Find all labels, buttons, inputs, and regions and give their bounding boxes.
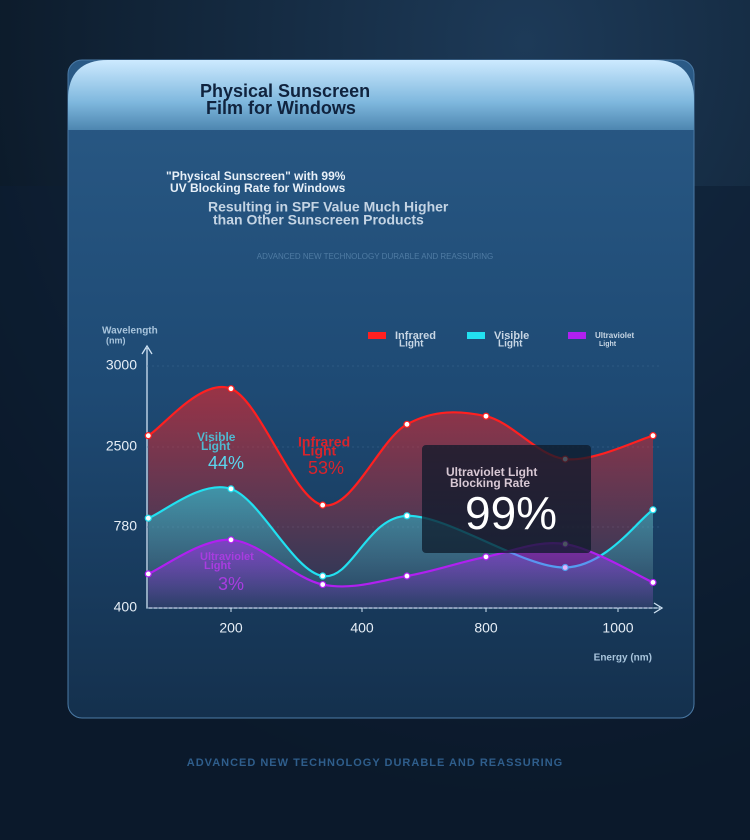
point — [482, 412, 490, 420]
callout-box — [422, 445, 591, 553]
point — [319, 572, 327, 580]
card — [67, 59, 695, 719]
legend-label: Light — [498, 339, 523, 350]
point — [227, 536, 235, 544]
annotation-label: Ultraviolet — [200, 551, 254, 563]
point — [227, 385, 235, 393]
point — [403, 572, 411, 580]
annotation-value: 44% — [208, 453, 244, 473]
callout-value: 99% — [465, 487, 557, 539]
legend-label: Ultraviolet — [595, 331, 634, 340]
y-tick-label: 780 — [114, 518, 138, 534]
callout-label: Blocking Rate — [450, 476, 530, 490]
y-axis-label: Wavelength — [102, 326, 158, 337]
annotation-label: Light — [201, 439, 230, 453]
x-tick-label: 200 — [219, 620, 243, 636]
point — [144, 570, 152, 578]
x-tick-label: 800 — [474, 620, 498, 636]
legend-swatch — [368, 332, 386, 339]
legend-label: Light — [599, 341, 617, 348]
legend-label: Infrared — [395, 330, 436, 342]
area — [148, 539, 654, 608]
point — [649, 506, 657, 514]
point — [144, 514, 152, 522]
point — [649, 432, 657, 440]
legend-label: Visible — [494, 330, 529, 342]
point — [482, 553, 490, 561]
point — [227, 485, 235, 493]
y-tick-label: 2500 — [106, 438, 137, 454]
card-header — [68, 60, 694, 130]
point — [649, 578, 657, 587]
annotation-label: Light — [204, 560, 231, 572]
x-tick-label: 1000 — [602, 620, 633, 636]
x-tick-label: 400 — [350, 620, 374, 636]
point — [403, 512, 411, 520]
intro-line: "Physical Sunscreen" with 99% — [166, 169, 346, 183]
point — [319, 501, 327, 509]
annotation-label: Visible — [197, 430, 236, 444]
footer: ADVANCED NEW TECHNOLOGY DURABLE AND REAS… — [187, 757, 563, 769]
headline: than Other Sunscreen Products — [213, 212, 424, 228]
y-axis-label: (nm) — [106, 335, 126, 345]
callout-label: Ultraviolet Light — [446, 465, 537, 479]
intro-line: UV Blocking Rate for Windows — [170, 181, 346, 195]
annotation-label: Light — [302, 443, 337, 459]
annotation-label: Infrared — [298, 434, 350, 450]
annotation-value: 53% — [308, 458, 344, 478]
headline: Resulting in SPF Value Much Higher — [208, 199, 449, 215]
y-tick-label: 3000 — [106, 357, 137, 373]
annotation-value: 3% — [218, 574, 244, 594]
title: Film for Windows — [206, 98, 356, 118]
point — [319, 580, 327, 589]
point — [403, 420, 411, 428]
point — [144, 432, 152, 440]
x-axis-label: Energy (nm) — [594, 653, 652, 664]
y-tick-label: 400 — [114, 599, 138, 615]
title: Physical Sunscreen — [200, 81, 370, 101]
legend-label: Light — [399, 339, 424, 350]
tagline: ADVANCED NEW TECHNOLOGY DURABLE AND REAS… — [257, 252, 494, 261]
legend-swatch — [568, 332, 586, 339]
legend-swatch — [467, 332, 485, 339]
